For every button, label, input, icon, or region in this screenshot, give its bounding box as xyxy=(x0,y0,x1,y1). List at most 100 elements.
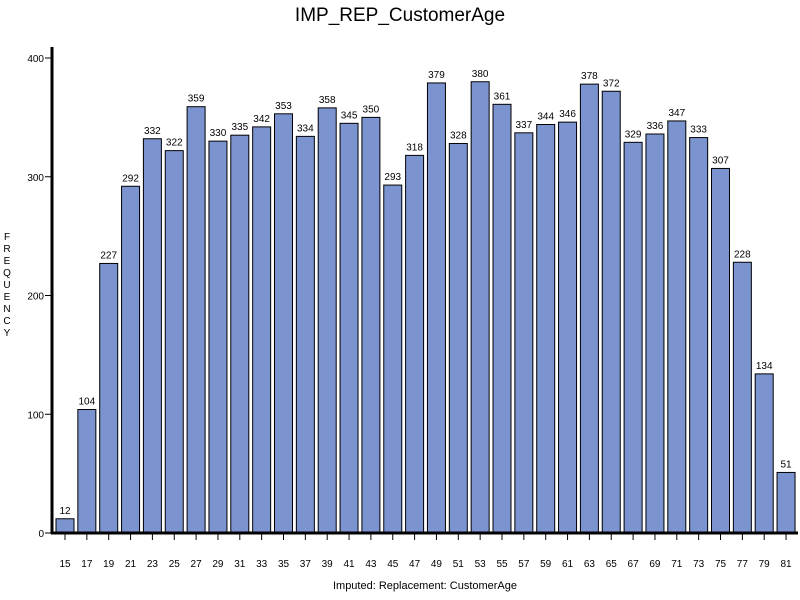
data-label-55: 361 xyxy=(494,91,511,102)
bar-15 xyxy=(55,518,75,534)
bar-47 xyxy=(405,154,425,534)
x-tick-label-71: 71 xyxy=(671,559,683,570)
bar-33 xyxy=(252,126,272,534)
x-tick-label-39: 39 xyxy=(322,559,334,570)
data-label-45: 293 xyxy=(384,172,401,183)
bar-21 xyxy=(121,185,141,534)
x-tick-label-73: 73 xyxy=(693,559,705,570)
bar-61 xyxy=(558,121,578,534)
x-tick-label-43: 43 xyxy=(365,559,377,570)
bar-73 xyxy=(689,137,709,534)
bar-59 xyxy=(536,124,556,534)
x-tick-label-53: 53 xyxy=(475,559,487,570)
data-label-19: 227 xyxy=(100,250,117,261)
y-tick-label-400: 400 xyxy=(27,54,44,65)
data-label-43: 350 xyxy=(363,104,380,115)
data-label-73: 333 xyxy=(690,125,707,136)
bar-41 xyxy=(339,122,359,534)
bar-71 xyxy=(667,120,687,534)
bar-55 xyxy=(492,103,512,534)
x-tick-label-79: 79 xyxy=(759,559,771,570)
x-tick-label-19: 19 xyxy=(103,559,115,570)
data-label-33: 342 xyxy=(253,114,270,125)
bars-group xyxy=(55,81,796,534)
bar-31 xyxy=(230,134,250,534)
x-tick-label-45: 45 xyxy=(387,559,399,570)
data-label-71: 347 xyxy=(668,108,685,119)
x-axis-label: Imputed: Replacement: CustomerAge xyxy=(332,580,518,592)
data-label-57: 337 xyxy=(516,120,533,131)
y-axis-label: FREQUENCY xyxy=(3,232,11,339)
data-label-77: 228 xyxy=(734,249,751,260)
y-tick-label-300: 300 xyxy=(27,173,44,184)
bar-45 xyxy=(383,184,403,534)
x-tick-label-15: 15 xyxy=(59,559,71,570)
data-label-75: 307 xyxy=(712,155,729,166)
data-labels-group: 12 104 227 292 332 322 359 330 335 342 353 334 358 34… xyxy=(59,69,792,517)
x-tick-label-37: 37 xyxy=(300,559,312,570)
x-tick-label-57: 57 xyxy=(518,559,530,570)
x-tick-label-29: 29 xyxy=(212,559,224,570)
bar-49 xyxy=(426,82,446,534)
data-label-63: 378 xyxy=(581,71,598,82)
bar-69 xyxy=(645,133,665,534)
bar-19 xyxy=(99,262,119,534)
x-tick-label-35: 35 xyxy=(278,559,290,570)
x-tick-label-51: 51 xyxy=(453,559,465,570)
x-tick-label-77: 77 xyxy=(737,559,749,570)
y-tick-label-200: 200 xyxy=(27,292,44,303)
data-label-69: 336 xyxy=(647,121,664,132)
y-tick-label-100: 100 xyxy=(27,410,44,421)
bar-79 xyxy=(754,373,774,534)
bar-67 xyxy=(623,141,643,534)
data-label-17: 104 xyxy=(79,397,96,408)
bar-29 xyxy=(208,140,228,534)
data-label-31: 335 xyxy=(231,122,248,133)
data-label-15: 12 xyxy=(59,506,71,517)
data-label-23: 332 xyxy=(144,126,161,137)
y-ticks-group: 0 100 200 300 400 xyxy=(27,54,52,540)
x-tick-label-27: 27 xyxy=(191,559,203,570)
x-tick-label-55: 55 xyxy=(496,559,508,570)
x-tick-label-23: 23 xyxy=(147,559,159,570)
x-tick-label-59: 59 xyxy=(540,559,552,570)
data-label-41: 345 xyxy=(341,110,358,121)
x-tick-label-41: 41 xyxy=(343,559,355,570)
data-label-37: 334 xyxy=(297,123,314,134)
data-label-79: 134 xyxy=(756,361,773,372)
x-tick-label-31: 31 xyxy=(234,559,246,570)
data-label-59: 344 xyxy=(537,112,554,123)
x-ticks-group: 15 17 19 21 23 25 27 29 31 33 35 37 39 41 43 45 47 49 51 53… xyxy=(59,534,792,570)
bar-39 xyxy=(317,107,337,534)
y-tick-label-0: 0 xyxy=(38,529,44,540)
x-tick-label-61: 61 xyxy=(562,559,574,570)
x-tick-label-21: 21 xyxy=(125,559,137,570)
data-label-49: 379 xyxy=(428,70,445,81)
x-tick-label-81: 81 xyxy=(780,559,792,570)
x-tick-label-63: 63 xyxy=(584,559,596,570)
bar-37 xyxy=(295,135,315,534)
chart-title: IMP_REP_CustomerAge xyxy=(294,5,506,26)
data-label-47: 318 xyxy=(406,142,423,153)
bar-17 xyxy=(77,409,97,534)
x-tick-label-75: 75 xyxy=(715,559,727,570)
data-label-39: 358 xyxy=(319,95,336,106)
data-label-25: 322 xyxy=(166,138,183,149)
bar-23 xyxy=(142,138,162,534)
bar-53 xyxy=(470,81,490,534)
data-label-29: 330 xyxy=(210,128,227,139)
data-label-81: 51 xyxy=(780,459,792,470)
data-label-35: 353 xyxy=(275,101,292,112)
x-tick-label-33: 33 xyxy=(256,559,268,570)
bar-77 xyxy=(732,261,752,534)
data-label-61: 346 xyxy=(559,109,576,120)
x-tick-label-65: 65 xyxy=(606,559,618,570)
bar-25 xyxy=(164,150,184,534)
x-tick-label-17: 17 xyxy=(81,559,93,570)
data-label-67: 329 xyxy=(625,129,642,140)
axes-group xyxy=(50,47,798,535)
data-label-27: 359 xyxy=(188,94,205,105)
bar-35 xyxy=(274,113,293,534)
bar-65 xyxy=(601,90,621,534)
